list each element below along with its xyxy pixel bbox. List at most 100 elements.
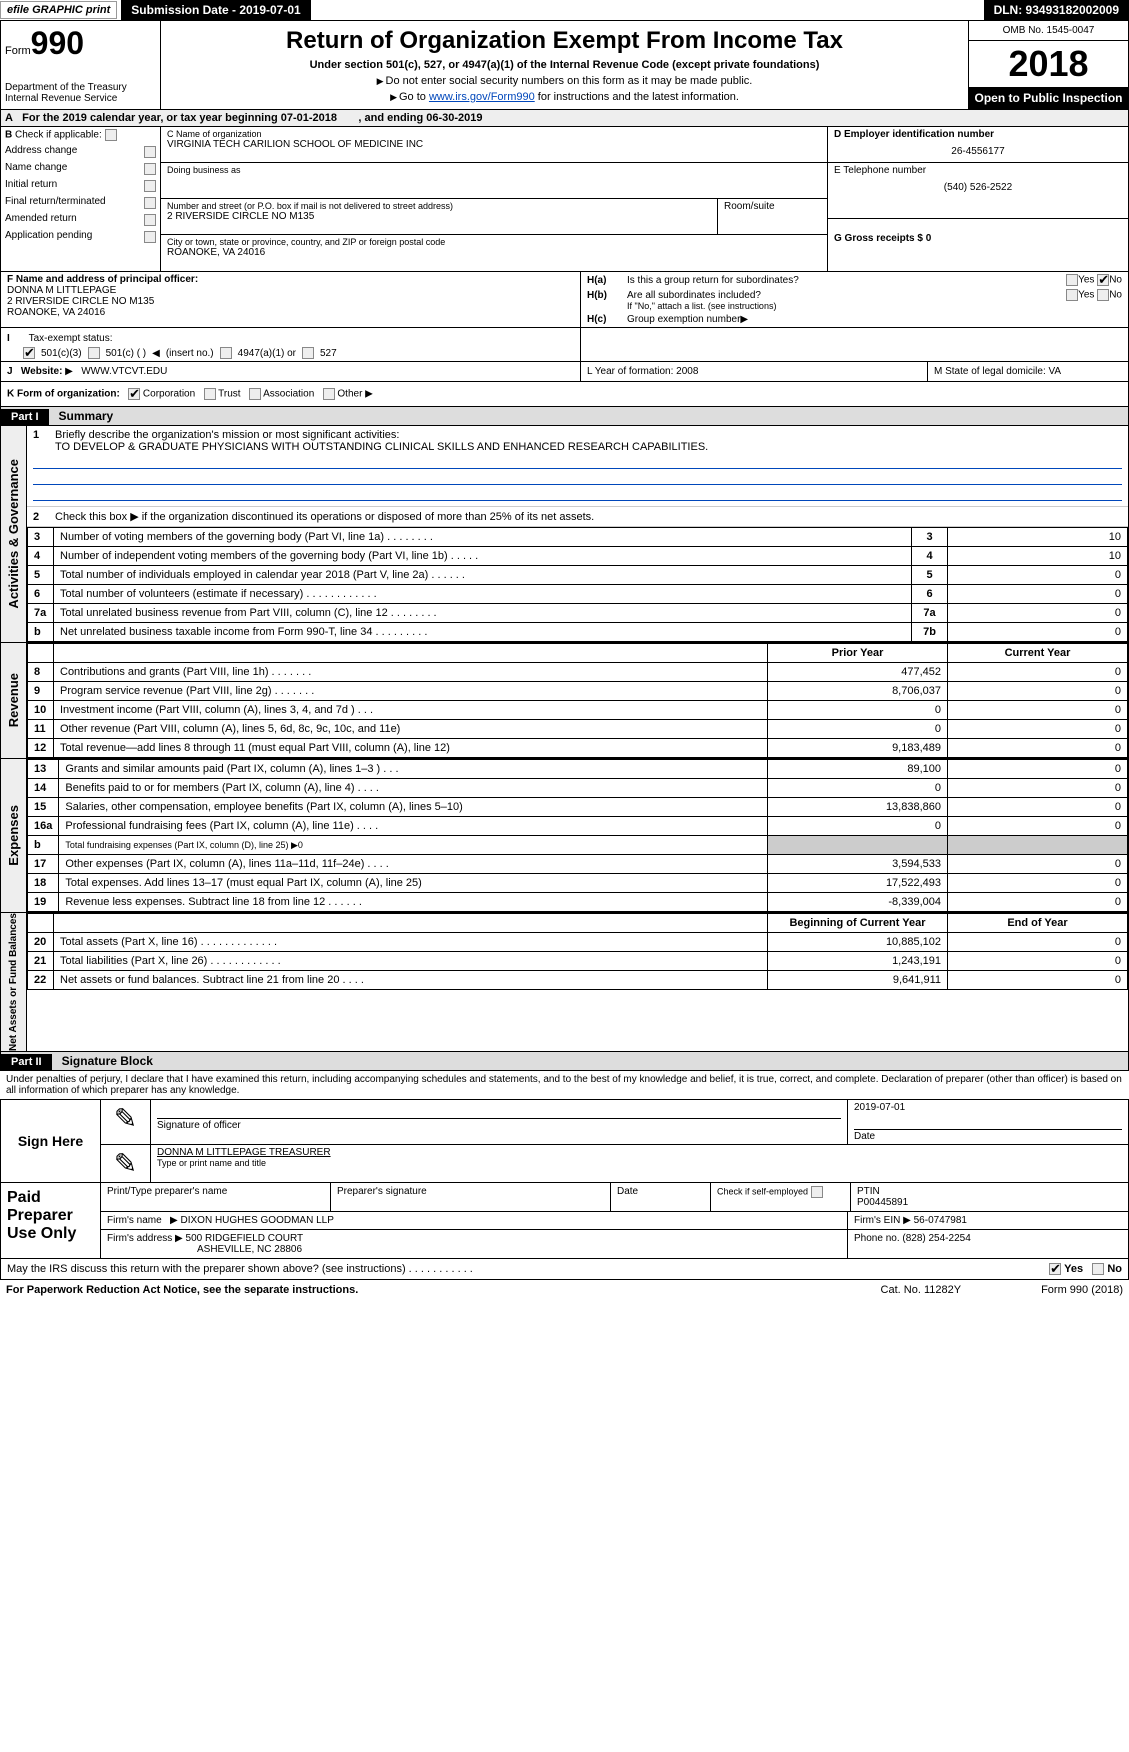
line-value: 0 xyxy=(948,566,1128,585)
page-footer: For Paperwork Reduction Act Notice, see … xyxy=(0,1280,1129,1300)
trust-checkbox[interactable] xyxy=(204,388,216,400)
line-number: 18 xyxy=(28,874,59,893)
line-label: Investment income (Part VIII, column (A)… xyxy=(54,701,768,720)
corp-checkbox[interactable] xyxy=(128,388,140,400)
firm-ein-label: Firm's EIN xyxy=(854,1215,900,1226)
501c3-checkbox[interactable] xyxy=(23,347,35,359)
officer-city: ROANOKE, VA 24016 xyxy=(7,307,105,318)
firm-city: ASHEVILLE, NC 28806 xyxy=(197,1244,302,1255)
ha-text: Is this a group return for subordinates? xyxy=(627,275,799,286)
firm-ein: 56-0747981 xyxy=(914,1215,967,1226)
line-label: Other expenses (Part IX, column (A), lin… xyxy=(59,855,768,874)
no-checkbox[interactable] xyxy=(1097,289,1109,301)
line-label: Total unrelated business revenue from Pa… xyxy=(54,604,912,623)
self-employed-label: Check if self-employed xyxy=(711,1183,851,1211)
yes-checkbox[interactable] xyxy=(1066,274,1078,286)
officer-name: DONNA M LITTLEPAGE xyxy=(7,285,116,296)
prior-year-value: -8,339,004 xyxy=(768,893,948,912)
applicable-checkbox[interactable] xyxy=(144,180,156,192)
prior-year-value: 8,706,037 xyxy=(768,682,948,701)
discuss-no-checkbox[interactable] xyxy=(1092,1263,1104,1275)
prior-year-value: 0 xyxy=(768,779,948,798)
other-checkbox[interactable] xyxy=(323,388,335,400)
expenses-vtab: Expenses xyxy=(6,805,21,866)
part1-header: Part ISummary xyxy=(0,407,1129,426)
line-label: Salaries, other compensation, employee b… xyxy=(59,798,768,817)
hb-note: If "No," attach a list. (see instruction… xyxy=(627,301,1122,311)
phone-number: Phone no. (828) 254-2254 xyxy=(848,1230,1128,1258)
line-label: Total number of individuals employed in … xyxy=(54,566,912,585)
527-checkbox[interactable] xyxy=(302,347,314,359)
top-bar: efile GRAPHIC print Submission Date - 20… xyxy=(0,0,1129,20)
hc-label: H(c) xyxy=(587,314,627,325)
officer-h-section: F Name and address of principal officer:… xyxy=(0,272,1129,328)
org-name-label: C Name of organization xyxy=(167,129,821,139)
line-label: Total number of volunteers (estimate if … xyxy=(54,585,912,604)
sign-here-section: Sign Here ✎ Signature of officer 2019-07… xyxy=(0,1099,1129,1183)
checkbox-label: Final return/terminated xyxy=(5,196,106,207)
part2-header: Part IISignature Block xyxy=(0,1052,1129,1071)
netassets-section: Net Assets or Fund Balances Beginning of… xyxy=(0,913,1129,1052)
current-year-value: 0 xyxy=(948,739,1128,758)
paid-preparer-label: Paid Preparer Use Only xyxy=(1,1183,101,1258)
applicable-checkbox[interactable] xyxy=(144,231,156,243)
no-checkbox[interactable] xyxy=(1097,274,1109,286)
state-domicile: M State of legal domicile: VA xyxy=(928,362,1128,381)
hb-text: Are all subordinates included? xyxy=(627,290,761,301)
line-value: 10 xyxy=(948,528,1128,547)
line-number: 12 xyxy=(28,739,54,758)
submission-date: Submission Date - 2019-07-01 xyxy=(121,0,310,20)
paid-preparer-section: Paid Preparer Use Only Print/Type prepar… xyxy=(0,1183,1129,1259)
line-label: Net unrelated business taxable income fr… xyxy=(54,623,912,642)
line-label: Grants and similar amounts paid (Part IX… xyxy=(59,760,768,779)
ptin-label: PTIN xyxy=(857,1186,880,1197)
city-state-zip: ROANOKE, VA 24016 xyxy=(167,247,821,258)
hc-text: Group exemption number xyxy=(627,314,740,325)
line-label: Program service revenue (Part VIII, line… xyxy=(54,682,768,701)
discuss-yes-checkbox[interactable] xyxy=(1049,1263,1061,1275)
yes-checkbox[interactable] xyxy=(1066,289,1078,301)
end-year-header: End of Year xyxy=(948,914,1128,933)
name-title-label: Type or print name and title xyxy=(157,1158,1122,1168)
applicable-checkbox[interactable] xyxy=(144,214,156,226)
line-number: 11 xyxy=(28,720,54,739)
website-value: WWW.VTCVT.EDU xyxy=(81,366,167,377)
line-value: 0 xyxy=(948,623,1128,642)
line-label: Total liabilities (Part X, line 26) . . … xyxy=(54,952,768,971)
4947-checkbox[interactable] xyxy=(220,347,232,359)
irs-link[interactable]: www.irs.gov/Form990 xyxy=(429,91,535,103)
row-k-form-org: K Form of organization: Corporation Trus… xyxy=(0,382,1129,407)
tax-year: 2018 xyxy=(969,41,1128,87)
line-number: 3 xyxy=(28,528,54,547)
prior-year-value: 0 xyxy=(768,701,948,720)
form-number: 990 xyxy=(31,25,84,61)
501c-checkbox[interactable] xyxy=(88,347,100,359)
checkbox-label: Name change xyxy=(5,162,67,173)
checkbox-icon[interactable] xyxy=(105,129,117,141)
line-idx: 3 xyxy=(912,528,948,547)
assoc-checkbox[interactable] xyxy=(249,388,261,400)
address-label: Number and street (or P.O. box if mail i… xyxy=(167,201,711,211)
line-number: 14 xyxy=(28,779,59,798)
line1-label: Briefly describe the organization's miss… xyxy=(55,429,399,441)
line-label: Total fundraising expenses (Part IX, col… xyxy=(59,836,768,855)
line-idx: 4 xyxy=(912,547,948,566)
line-number: 16a xyxy=(28,817,59,836)
applicable-checkbox[interactable] xyxy=(144,197,156,209)
prior-year-value: 13,838,860 xyxy=(768,798,948,817)
governance-section: Activities & Governance 1Briefly describ… xyxy=(0,426,1129,643)
applicable-checkbox[interactable] xyxy=(144,163,156,175)
dept-treasury: Department of the Treasury Internal Reve… xyxy=(5,82,156,104)
current-year-value: 0 xyxy=(948,798,1128,817)
self-employed-checkbox[interactable] xyxy=(811,1186,823,1198)
line-number: 6 xyxy=(28,585,54,604)
prior-year-value: 0 xyxy=(768,817,948,836)
checkbox-label: Initial return xyxy=(5,179,57,190)
form-note-ssn: Do not enter social security numbers on … xyxy=(167,75,962,87)
pra-notice: For Paperwork Reduction Act Notice, see … xyxy=(6,1284,358,1296)
telephone-label: E Telephone number xyxy=(834,165,1122,176)
applicable-checkbox[interactable] xyxy=(144,146,156,158)
efile-print-button[interactable]: efile GRAPHIC print xyxy=(0,1,117,19)
end-year-value: 0 xyxy=(948,933,1128,952)
revenue-vtab: Revenue xyxy=(6,673,21,727)
